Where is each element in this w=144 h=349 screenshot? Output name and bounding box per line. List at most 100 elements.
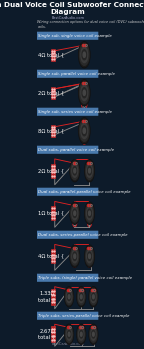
Circle shape [70,160,79,182]
Circle shape [78,326,85,342]
Text: Wiring connection options for dual voice coil (DVC) subwoofers having two 4 Ohm : Wiring connection options for dual voice… [37,20,144,29]
Circle shape [73,166,77,175]
Circle shape [70,202,79,224]
Circle shape [70,203,79,223]
FancyBboxPatch shape [51,49,55,61]
Circle shape [92,293,95,300]
FancyBboxPatch shape [51,125,55,137]
Circle shape [86,247,93,265]
Circle shape [77,324,86,344]
Circle shape [74,254,76,259]
Circle shape [87,207,92,220]
Circle shape [80,82,89,103]
FancyBboxPatch shape [51,326,55,342]
Text: BestCarAudio.com: BestCarAudio.com [51,342,84,346]
Circle shape [91,291,96,303]
Circle shape [93,332,94,336]
Text: Single sub, series voice coil example: Single sub, series voice coil example [38,110,112,114]
Circle shape [71,205,78,222]
Circle shape [67,291,72,303]
Circle shape [73,209,77,217]
Circle shape [80,293,83,300]
Text: Dual subs, series-parallel voice coil example: Dual subs, series-parallel voice coil ex… [38,233,127,237]
FancyBboxPatch shape [37,146,98,154]
Circle shape [82,88,87,98]
FancyBboxPatch shape [37,70,98,78]
Circle shape [82,126,87,136]
Circle shape [66,326,73,342]
Circle shape [77,288,85,306]
Text: 4Ω total {: 4Ω total { [38,52,64,57]
Circle shape [83,90,85,95]
Circle shape [68,332,70,336]
Circle shape [89,325,97,343]
Circle shape [67,293,71,300]
Circle shape [85,203,94,223]
Text: 2Ω total {: 2Ω total { [38,90,64,95]
Text: Single sub, parallel voice coil example: Single sub, parallel voice coil example [38,72,115,76]
Circle shape [81,85,88,101]
Circle shape [74,211,76,215]
Circle shape [79,42,90,68]
Circle shape [81,47,88,62]
Circle shape [92,331,95,338]
Circle shape [85,246,94,266]
Circle shape [80,120,89,141]
Circle shape [89,211,90,215]
Circle shape [90,326,97,342]
Circle shape [68,295,70,299]
Circle shape [87,164,92,177]
Circle shape [86,162,93,179]
Circle shape [90,289,97,305]
Circle shape [83,52,85,57]
Circle shape [74,169,76,173]
Text: 4 Ohm Dual Voice Coil Subwoofer Connection
Diagram: 4 Ohm Dual Voice Coil Subwoofer Connecti… [0,2,144,15]
Text: 8Ω total {: 8Ω total { [38,128,64,133]
Circle shape [72,164,78,177]
Circle shape [79,328,84,340]
Text: Triple subs, series-parallel voice coil example: Triple subs, series-parallel voice coil … [38,314,129,318]
Circle shape [70,245,79,267]
Circle shape [70,246,79,266]
Circle shape [88,209,91,217]
Circle shape [80,332,82,336]
Circle shape [71,162,78,179]
Circle shape [67,331,71,338]
FancyBboxPatch shape [51,206,55,220]
FancyBboxPatch shape [51,289,55,305]
Circle shape [78,289,85,305]
Circle shape [72,250,78,263]
FancyBboxPatch shape [37,32,98,40]
Circle shape [80,331,83,338]
Circle shape [88,166,91,175]
Text: 2.67Ω
total {: 2.67Ω total { [38,329,55,340]
Circle shape [89,324,98,344]
Circle shape [83,128,85,133]
FancyBboxPatch shape [37,312,98,320]
Circle shape [91,328,96,340]
Text: 2Ω total {: 2Ω total { [38,168,64,173]
FancyBboxPatch shape [37,274,98,282]
Circle shape [89,288,97,306]
FancyBboxPatch shape [51,164,55,178]
Circle shape [77,325,85,343]
Circle shape [82,50,87,60]
Circle shape [86,205,93,222]
Circle shape [89,254,90,259]
Circle shape [85,202,94,224]
Circle shape [65,325,73,343]
FancyBboxPatch shape [51,87,55,99]
Circle shape [80,44,89,65]
FancyBboxPatch shape [37,188,98,196]
Circle shape [85,160,94,182]
FancyBboxPatch shape [51,249,55,263]
Text: BestCarAudio.com: BestCarAudio.com [51,16,84,20]
Circle shape [73,252,77,260]
Circle shape [71,247,78,265]
Circle shape [65,288,73,306]
Circle shape [80,295,82,299]
Circle shape [87,250,92,263]
Circle shape [85,161,94,181]
Text: Triple subs, (single) parallel voice coil example: Triple subs, (single) parallel voice coi… [38,276,132,280]
Text: 1.33Ω
total {: 1.33Ω total { [38,291,55,302]
